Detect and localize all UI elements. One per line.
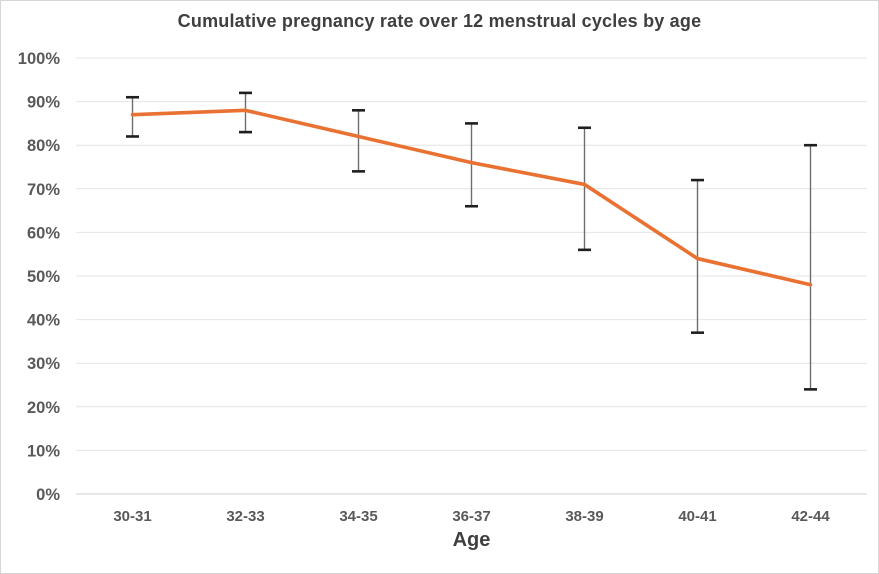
y-tick-label: 80% bbox=[27, 137, 60, 155]
x-tick-label: 42-44 bbox=[791, 508, 830, 525]
y-tick-label: 30% bbox=[27, 355, 60, 373]
y-tick-label: 70% bbox=[27, 181, 60, 199]
x-tick-label: 30-31 bbox=[113, 508, 151, 525]
y-tick-label: 100% bbox=[18, 50, 61, 68]
y-tick-label: 60% bbox=[27, 224, 60, 242]
y-tick-label: 10% bbox=[27, 442, 60, 460]
x-axis-title: Age bbox=[452, 529, 491, 551]
y-tick-label: 40% bbox=[27, 312, 60, 330]
y-tick-label: 90% bbox=[27, 94, 60, 112]
x-tick-label: 34-35 bbox=[339, 508, 377, 525]
x-tick-label: 40-41 bbox=[678, 508, 716, 525]
data-line bbox=[130, 108, 813, 287]
x-tick-label: 36-37 bbox=[452, 508, 490, 525]
y-tick-label: 50% bbox=[27, 268, 60, 286]
x-tick-label: 38-39 bbox=[565, 508, 603, 525]
y-tick-label: 0% bbox=[36, 486, 60, 504]
chart-title: Cumulative pregnancy rate over 12 menstr… bbox=[177, 11, 702, 31]
y-tick-label: 20% bbox=[27, 399, 60, 417]
x-tick-label: 32-33 bbox=[226, 508, 264, 525]
